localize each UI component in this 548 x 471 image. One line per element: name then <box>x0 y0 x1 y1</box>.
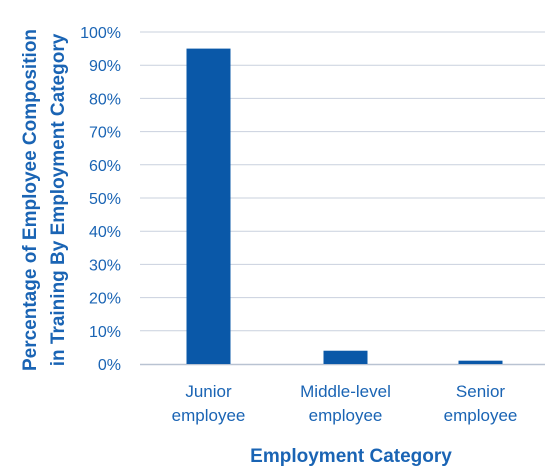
bar <box>186 48 231 364</box>
bar <box>458 360 503 364</box>
y-axis-title-line-2: in Training By Employment Category <box>48 33 69 366</box>
y-tick-label: 20% <box>89 291 121 308</box>
y-tick-label: 0% <box>98 357 121 374</box>
y-tick-labels: 0% 10% 20% 30% 40% 50% 60% 70% 80% 90% 100% <box>80 25 121 374</box>
x-tick-labels: Junior employee Middle-level employee Senior… <box>172 382 518 425</box>
y-tick-label: 40% <box>89 224 121 241</box>
y-tick-label: 70% <box>89 125 121 142</box>
y-tick-label: 80% <box>89 91 121 108</box>
y-tick-label: 30% <box>89 257 121 274</box>
y-tick-label: 100% <box>80 25 121 42</box>
bars <box>186 48 503 364</box>
x-axis-title: Employment Category <box>250 446 452 467</box>
y-tick-label: 90% <box>89 58 121 75</box>
y-tick-label: 60% <box>89 158 121 175</box>
x-tick-label: Middle-level employee <box>300 382 391 425</box>
y-tick-label: 10% <box>89 324 121 341</box>
x-tick-label: Senior employee <box>444 382 518 425</box>
x-tick-label: Junior employee <box>172 382 246 425</box>
y-axis-title-line-1: Percentage of Employee Composition <box>20 29 41 371</box>
bar <box>323 350 368 364</box>
y-tick-label: 50% <box>89 191 121 208</box>
